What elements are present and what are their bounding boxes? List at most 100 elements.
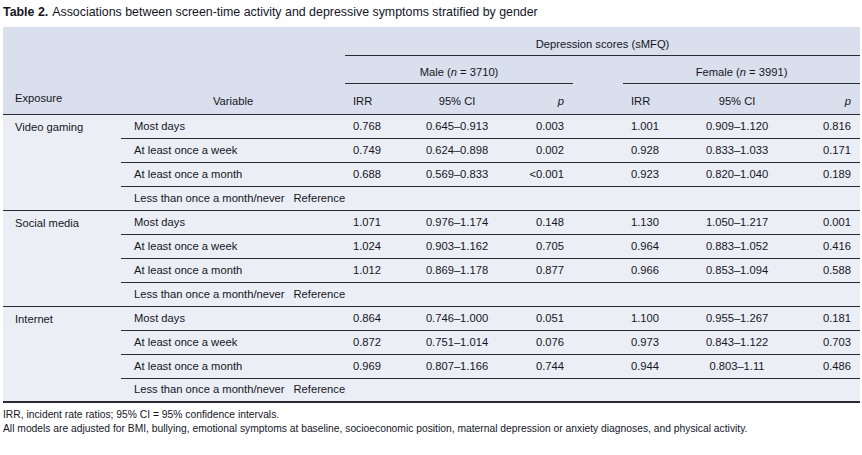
variable-label: At least once a month bbox=[121, 354, 345, 378]
p-value-female: 0.486 bbox=[795, 354, 860, 378]
irr-value-male: 0.872 bbox=[345, 330, 401, 354]
col-header-irr-male: IRR bbox=[345, 83, 401, 114]
header-row-span: Depression scores (sMFQ) bbox=[3, 27, 860, 55]
variable-label: At least once a week bbox=[121, 138, 345, 162]
gap-cell bbox=[573, 210, 623, 234]
section-internet: InternetMost days0.8640.746–1.0000.0511.… bbox=[3, 306, 860, 402]
gap-cell bbox=[573, 114, 623, 138]
p-value-male: 0.003 bbox=[513, 114, 573, 138]
variable-label: At least once a month bbox=[121, 162, 345, 186]
reference-cell: Less than once a month/neverReference bbox=[121, 186, 860, 210]
p-value-female: 0.189 bbox=[795, 162, 860, 186]
ci-value-female: 0.843–1.122 bbox=[679, 330, 795, 354]
ci-value-female: 0.909–1.120 bbox=[679, 114, 795, 138]
irr-value-female: 0.928 bbox=[623, 138, 679, 162]
header-row-groups: Male (n = 3710) Female (n = 3991) bbox=[3, 55, 860, 83]
irr-value-female: 1.130 bbox=[623, 210, 679, 234]
irr-value-female: 1.100 bbox=[623, 306, 679, 330]
table-row: At least once a week0.8720.751–1.0140.07… bbox=[3, 330, 860, 354]
irr-value-male: 0.688 bbox=[345, 162, 401, 186]
p-value-female: 0.171 bbox=[795, 138, 860, 162]
ci-value-male: 0.976–1.174 bbox=[401, 210, 513, 234]
p-value-female: 0.181 bbox=[795, 306, 860, 330]
variable-label: At least once a month bbox=[121, 258, 345, 282]
gap-cell bbox=[573, 258, 623, 282]
col-header-p-male: p bbox=[513, 83, 573, 114]
ci-value-male: 0.869–1.178 bbox=[401, 258, 513, 282]
col-header-ci-male: 95% CI bbox=[401, 83, 513, 114]
ci-value-male: 0.807–1.166 bbox=[401, 354, 513, 378]
irr-value-male: 0.768 bbox=[345, 114, 401, 138]
header-gap bbox=[573, 83, 623, 114]
table-row: At least once a week1.0240.903–1.1620.70… bbox=[3, 234, 860, 258]
ci-value-male: 0.751–1.014 bbox=[401, 330, 513, 354]
p-value-male: 0.705 bbox=[513, 234, 573, 258]
irr-value-female: 0.964 bbox=[623, 234, 679, 258]
variable-label: Most days bbox=[121, 210, 345, 234]
table-row: Social mediaMost days1.0710.976–1.1740.1… bbox=[3, 210, 860, 234]
ci-value-male: 0.624–0.898 bbox=[401, 138, 513, 162]
header-empty-cell bbox=[3, 27, 345, 55]
ci-value-female: 0.883–1.052 bbox=[679, 234, 795, 258]
ci-value-male: 0.746–1.000 bbox=[401, 306, 513, 330]
variable-label: At least once a week bbox=[121, 234, 345, 258]
table-title: Table 2. Associations between screen-time… bbox=[3, 4, 860, 20]
p-value-female: 0.416 bbox=[795, 234, 860, 258]
gap-cell bbox=[573, 354, 623, 378]
variable-label: Most days bbox=[121, 306, 345, 330]
col-header-exposure: Exposure bbox=[3, 83, 121, 114]
section-social-media: Social mediaMost days1.0710.976–1.1740.1… bbox=[3, 210, 860, 306]
gap-cell bbox=[573, 234, 623, 258]
ci-value-male: 0.903–1.162 bbox=[401, 234, 513, 258]
irr-value-female: 1.001 bbox=[623, 114, 679, 138]
ci-value-female: 1.050–1.217 bbox=[679, 210, 795, 234]
p-value-female: 0.588 bbox=[795, 258, 860, 282]
reference-cell: Less than once a month/neverReference bbox=[121, 378, 860, 402]
reference-label: Less than once a month/never bbox=[134, 192, 285, 204]
section-video-gaming: Video gamingMost days0.7680.645–0.9130.0… bbox=[3, 114, 860, 210]
gap-cell bbox=[573, 330, 623, 354]
variable-label: Most days bbox=[121, 114, 345, 138]
ci-value-female: 0.853–1.094 bbox=[679, 258, 795, 282]
irr-value-male: 1.024 bbox=[345, 234, 401, 258]
group-header-female: Female (n = 3991) bbox=[623, 55, 860, 83]
p-value-male: 0.148 bbox=[513, 210, 573, 234]
p-value-male: 0.002 bbox=[513, 138, 573, 162]
table-row: Video gamingMost days0.7680.645–0.9130.0… bbox=[3, 114, 860, 138]
ci-value-female: 0.955–1.267 bbox=[679, 306, 795, 330]
irr-value-male: 1.071 bbox=[345, 210, 401, 234]
table-row-reference: Less than once a month/neverReference bbox=[3, 282, 860, 306]
ci-value-female: 0.820–1.040 bbox=[679, 162, 795, 186]
exposure-label: Video gaming bbox=[3, 114, 121, 210]
p-value-female: 0.703 bbox=[795, 330, 860, 354]
footnote-adjustments: All models are adjusted for BMI, bullyin… bbox=[3, 422, 862, 436]
gap-cell bbox=[573, 306, 623, 330]
p-value-male: 0.744 bbox=[513, 354, 573, 378]
table-row: At least once a month0.9690.807–1.1660.7… bbox=[3, 354, 860, 378]
irr-value-female: 0.923 bbox=[623, 162, 679, 186]
p-value-male: 0.051 bbox=[513, 306, 573, 330]
col-header-irr-female: IRR bbox=[623, 83, 679, 114]
irr-value-female: 0.944 bbox=[623, 354, 679, 378]
reference-label: Less than once a month/never bbox=[134, 383, 285, 395]
group-header-male: Male (n = 3710) bbox=[345, 55, 573, 83]
irr-value-female: 0.973 bbox=[623, 330, 679, 354]
table-row-reference: Less than once a month/neverReference bbox=[3, 186, 860, 210]
variable-label: At least once a week bbox=[121, 330, 345, 354]
table-row: At least once a week0.7490.624–0.8980.00… bbox=[3, 138, 860, 162]
p-value-male: <0.001 bbox=[513, 162, 573, 186]
table-row-reference: Less than once a month/neverReference bbox=[3, 378, 860, 402]
table-title-text: Associations between screen-time activit… bbox=[52, 5, 538, 19]
table-footnotes: IRR, incident rate ratios; 95% CI = 95% … bbox=[3, 408, 862, 435]
table-row: InternetMost days0.8640.746–1.0000.0511.… bbox=[3, 306, 860, 330]
span-header-depression-scores: Depression scores (sMFQ) bbox=[345, 27, 860, 55]
header-row-columns: Exposure Variable IRR 95% CI p IRR 95% C… bbox=[3, 83, 860, 114]
ci-value-male: 0.645–0.913 bbox=[401, 114, 513, 138]
header-empty-cell bbox=[3, 55, 345, 83]
p-value-male: 0.877 bbox=[513, 258, 573, 282]
col-header-ci-female: 95% CI bbox=[679, 83, 795, 114]
reference-value: Reference bbox=[294, 288, 346, 300]
gap-cell bbox=[573, 162, 623, 186]
table-title-label: Table 2. bbox=[3, 5, 48, 19]
table-header: Depression scores (sMFQ) Male (n = 3710)… bbox=[3, 27, 860, 114]
